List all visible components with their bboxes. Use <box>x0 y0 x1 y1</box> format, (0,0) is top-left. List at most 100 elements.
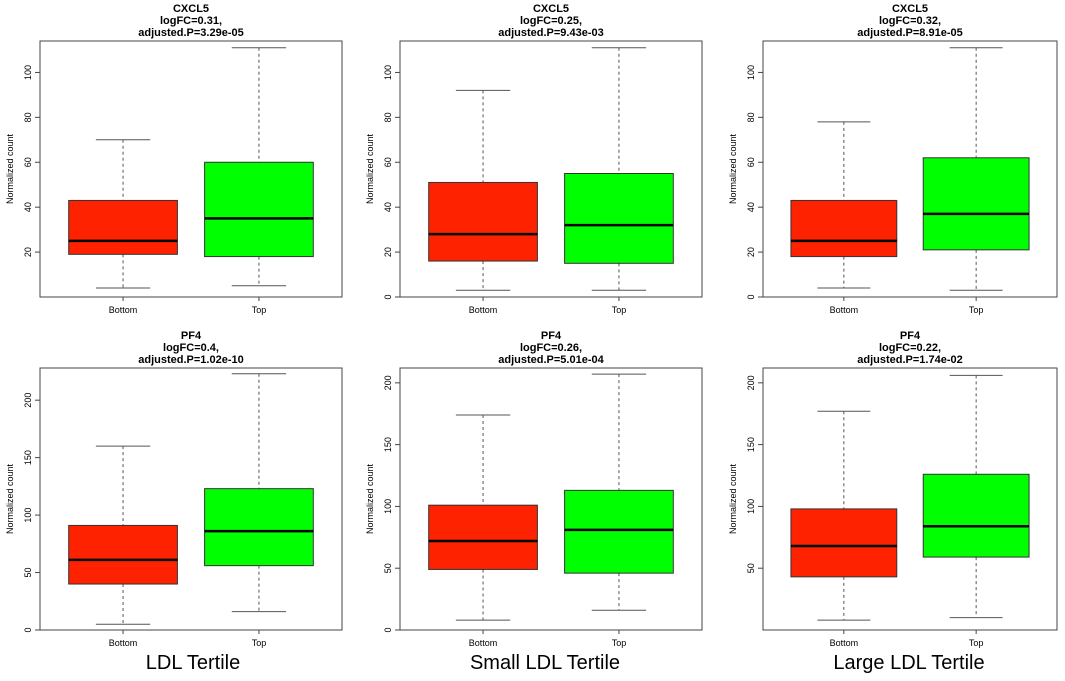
y-tick-label: 0 <box>383 627 393 632</box>
box-bottom <box>790 121 898 289</box>
y-tick-label: 60 <box>23 157 33 167</box>
iqr-box <box>204 161 314 258</box>
box-bottom <box>428 89 538 291</box>
column-label-small-ldl: Small LDL Tertile <box>469 652 621 674</box>
y-tick-label: 200 <box>383 375 393 390</box>
y-axis-label: Normalized count <box>365 133 375 204</box>
y-tick-label: 100 <box>383 499 393 514</box>
y-tick-label: 80 <box>383 112 393 122</box>
y-tick-label: 100 <box>746 65 756 80</box>
x-tick-label: Bottom <box>469 305 498 315</box>
box-bottom <box>428 414 538 621</box>
panel-title: PF4 <box>900 330 921 342</box>
box-bottom <box>68 445 178 625</box>
panel-subtitle-logfc: logFC=0.4, <box>163 342 219 354</box>
box-top <box>922 47 1030 291</box>
y-tick-label: 0 <box>746 294 756 299</box>
iqr-box <box>204 488 314 567</box>
y-axis-label: Normalized count <box>728 133 738 204</box>
panel-subtitle-pvalue: adjusted.P=1.74e-02 <box>857 354 962 366</box>
iqr-box <box>68 199 178 255</box>
panel-subtitle-logfc: logFC=0.32, <box>879 15 941 27</box>
x-tick-label: Top <box>969 638 984 648</box>
x-tick-label: Top <box>252 305 267 315</box>
y-tick-label: 60 <box>383 157 393 167</box>
y-axis-label: Normalized count <box>365 463 375 534</box>
panel-subtitle-logfc: logFC=0.31, <box>160 15 222 27</box>
y-tick-label: 40 <box>746 202 756 212</box>
panel-title: CXCL5 <box>533 3 569 15</box>
box-top <box>204 47 314 287</box>
y-tick-label: 200 <box>23 393 33 408</box>
x-tick-label: Bottom <box>830 305 859 315</box>
box-bottom <box>790 410 898 621</box>
box-top <box>204 373 314 613</box>
x-tick-label: Top <box>252 638 267 648</box>
panel-subtitle-pvalue: adjusted.P=5.01e-04 <box>498 354 604 366</box>
iqr-box <box>68 524 178 585</box>
y-tick-label: 40 <box>23 202 33 212</box>
panel-title: CXCL5 <box>892 3 928 15</box>
y-tick-label: 150 <box>23 450 33 465</box>
y-tick-label: 50 <box>383 563 393 573</box>
y-tick-label: 20 <box>23 247 33 257</box>
panel-subtitle-logfc: logFC=0.25, <box>520 15 582 27</box>
x-tick-label: Top <box>612 305 627 315</box>
iqr-box <box>790 508 898 578</box>
y-axis-label: Normalized count <box>728 463 738 534</box>
y-tick-label: 20 <box>383 247 393 257</box>
x-tick-label: Top <box>612 638 627 648</box>
panel-subtitle-logfc: logFC=0.22, <box>879 342 941 354</box>
x-tick-label: Bottom <box>109 638 138 648</box>
y-tick-label: 100 <box>746 499 756 514</box>
iqr-box <box>428 504 538 570</box>
y-tick-label: 80 <box>746 112 756 122</box>
y-tick-label: 0 <box>23 627 33 632</box>
panel-subtitle-pvalue: adjusted.P=1.02e-10 <box>138 354 243 366</box>
panel-title: PF4 <box>541 330 562 342</box>
x-tick-label: Bottom <box>469 638 498 648</box>
panel-subtitle-pvalue: adjusted.P=3.29e-05 <box>138 27 243 39</box>
y-tick-label: 0 <box>383 294 393 299</box>
iqr-box <box>790 199 898 258</box>
y-tick-label: 200 <box>746 375 756 390</box>
panel-title: CXCL5 <box>173 3 209 15</box>
y-axis-label: Normalized count <box>5 463 15 534</box>
y-tick-label: 40 <box>383 202 393 212</box>
y-tick-label: 60 <box>746 157 756 167</box>
y-tick-label: 100 <box>23 65 33 80</box>
iqr-box <box>564 172 674 264</box>
box-bottom <box>68 139 178 289</box>
y-tick-label: 100 <box>23 508 33 523</box>
y-tick-label: 20 <box>746 247 756 257</box>
panel-subtitle-pvalue: adjusted.P=9.43e-03 <box>498 27 603 39</box>
box-top <box>922 374 1030 619</box>
y-tick-label: 150 <box>746 437 756 452</box>
iqr-box <box>564 489 674 574</box>
y-tick-label: 100 <box>383 65 393 80</box>
y-tick-label: 80 <box>23 112 33 122</box>
x-tick-label: Bottom <box>109 305 138 315</box>
iqr-box <box>922 157 1030 251</box>
y-tick-label: 50 <box>23 568 33 578</box>
panel-subtitle-logfc: logFC=0.26, <box>520 342 582 354</box>
box-top <box>564 47 674 291</box>
y-axis-label: Normalized count <box>5 133 15 204</box>
iqr-box <box>922 473 1030 558</box>
x-tick-label: Bottom <box>830 638 859 648</box>
y-tick-label: 50 <box>746 563 756 573</box>
column-label-large-ldl: Large LDL Tertile <box>833 652 985 674</box>
column-label-ldl: LDL Tertile <box>145 652 241 674</box>
panel-title: PF4 <box>181 330 202 342</box>
x-tick-label: Top <box>969 305 984 315</box>
panel-subtitle-pvalue: adjusted.P=8.91e-05 <box>857 27 962 39</box>
y-tick-label: 150 <box>383 437 393 452</box>
box-top <box>564 373 674 611</box>
